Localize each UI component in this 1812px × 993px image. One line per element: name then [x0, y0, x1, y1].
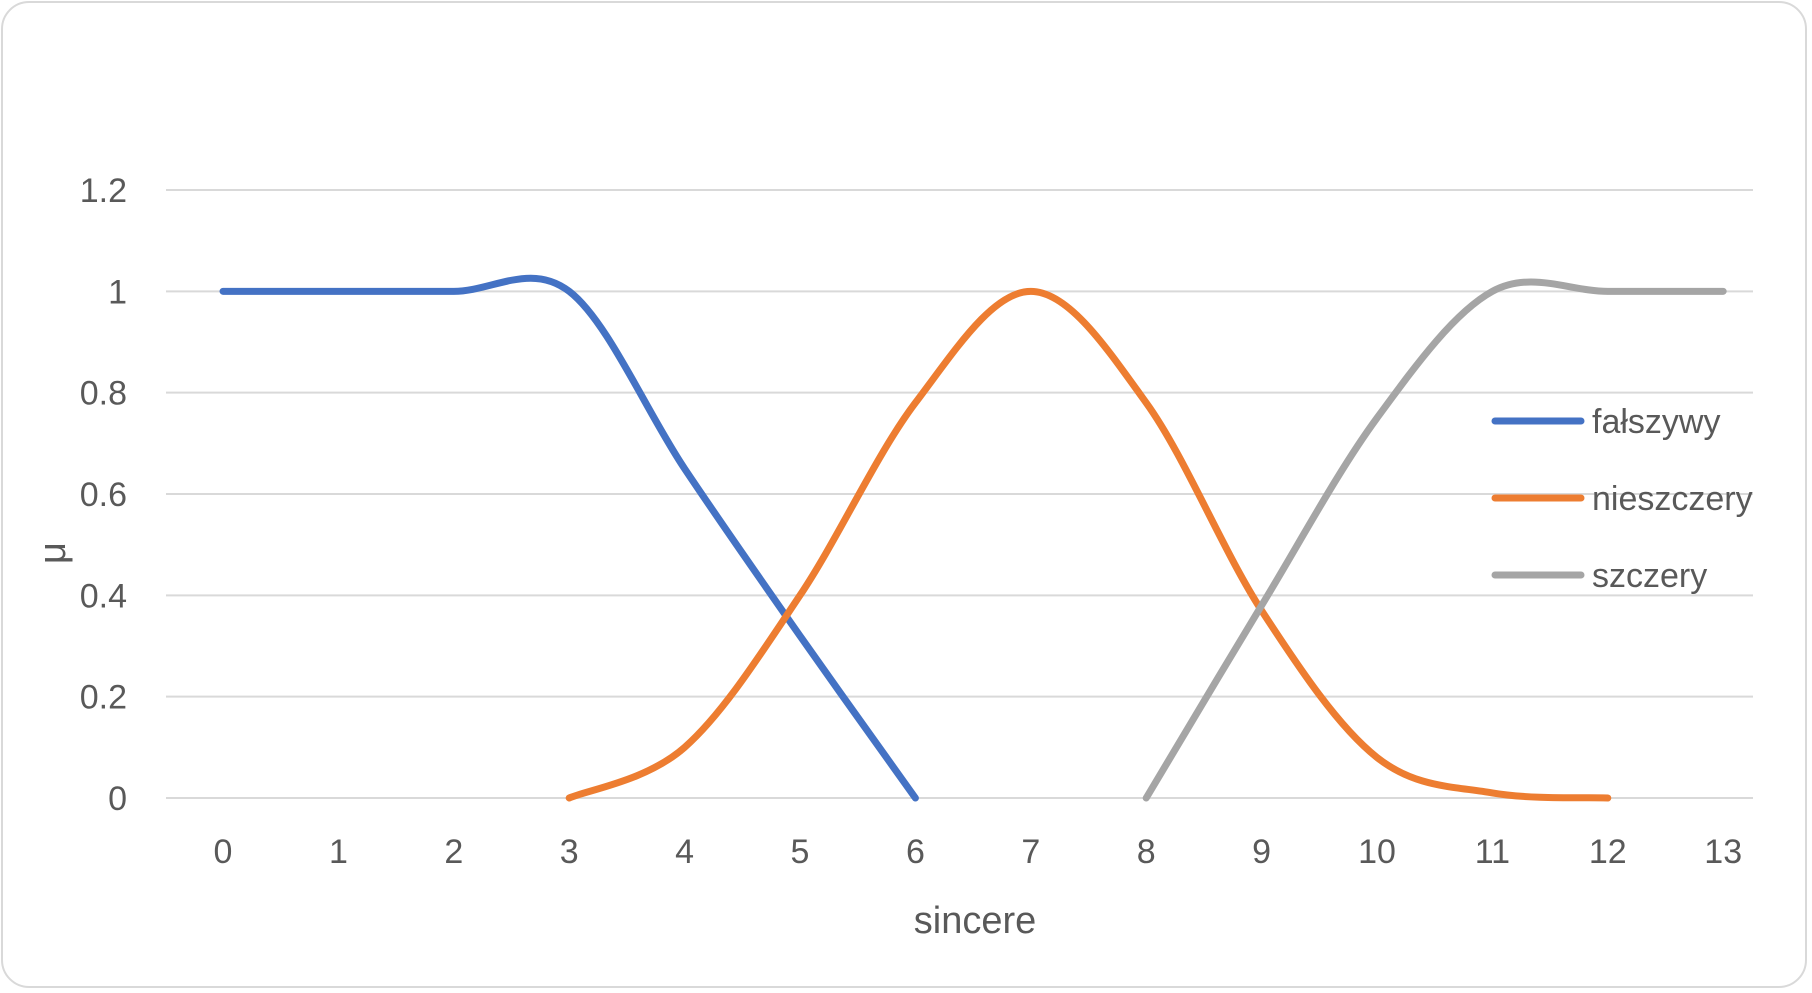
legend: fałszywy nieszczery szczery [1491, 403, 1753, 595]
y-axis-ticks: 0 0.2 0.4 0.6 0.8 1 1.2 [80, 172, 127, 818]
x-tick-label: 4 [675, 833, 694, 871]
x-tick-label: 11 [1475, 833, 1510, 871]
y-tick-label: 0.4 [80, 577, 127, 615]
y-tick-label: 1.2 [80, 172, 127, 210]
y-tick-label: 0.6 [80, 476, 127, 514]
x-axis-title: sincere [914, 900, 1037, 942]
x-tick-label: 9 [1252, 833, 1271, 871]
line-chart: 00.20.40.60.811.2 0 1 2 3 4 5 6 7 8 9 10 11 12 13 fał… [32, 172, 1753, 942]
x-tick-label: 3 [560, 833, 579, 871]
y-tick-label: 1 [108, 273, 127, 311]
x-tick-label: 0 [214, 833, 233, 871]
series-line-2 [1142, 278, 1727, 802]
y-tick-label: 0.2 [80, 679, 127, 717]
legend-label: fałszywy [1592, 403, 1720, 441]
x-tick-label: 10 [1358, 833, 1396, 871]
x-tick-label: 5 [791, 833, 810, 871]
x-tick-label: 8 [1137, 833, 1156, 871]
series-line-1 [565, 287, 1612, 802]
series-line-0 [219, 274, 919, 802]
x-tick-label: 1 [329, 833, 348, 871]
x-axis-ticks: 0 1 2 3 4 5 6 7 8 9 10 11 12 13 [214, 833, 1743, 871]
y-tick-label: 0 [108, 780, 127, 818]
legend-label: szczery [1592, 557, 1707, 595]
x-tick-label: 7 [1021, 833, 1040, 871]
y-tick-label: 0.8 [80, 375, 127, 413]
legend-label: nieszczery [1592, 480, 1753, 518]
y-axis-title: μ [32, 542, 74, 564]
series-lines [219, 274, 1727, 802]
x-tick-label: 6 [906, 833, 925, 871]
x-tick-label: 12 [1589, 833, 1627, 871]
x-tick-label: 2 [444, 833, 463, 871]
x-tick-label: 13 [1704, 833, 1742, 871]
